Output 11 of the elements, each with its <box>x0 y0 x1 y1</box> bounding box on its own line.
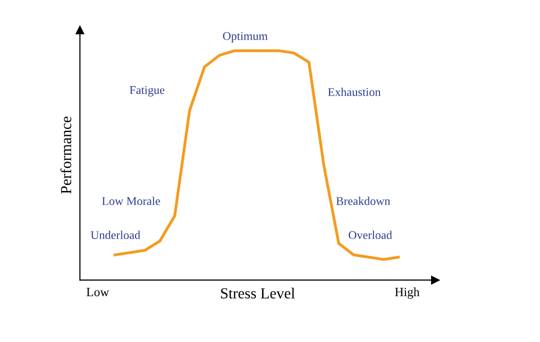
annotation: Overload <box>348 230 392 240</box>
y-axis-title: Performance <box>60 116 72 194</box>
annotation: Low Morale <box>102 196 160 206</box>
annotation: Exhaustion <box>328 88 381 96</box>
text: Low <box>86 288 110 296</box>
x-axis-title: Stress Level <box>221 288 295 298</box>
annotation: Breakdown <box>336 196 390 206</box>
text: High <box>395 287 420 299</box>
annotation: Fatigue <box>130 86 164 96</box>
annotation: Underload <box>90 230 140 240</box>
text: Optimum <box>223 32 268 42</box>
